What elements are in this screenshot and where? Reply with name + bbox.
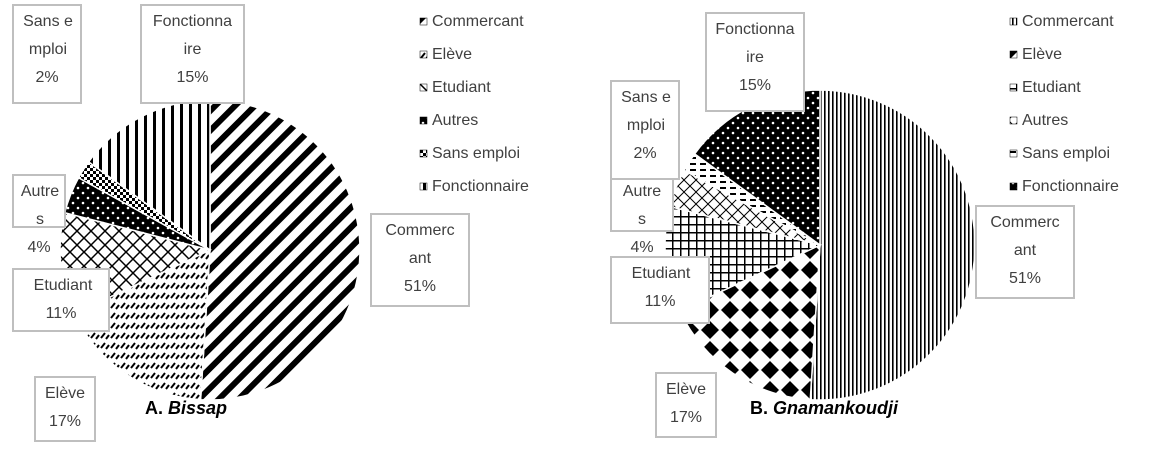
- legend-entry: Autres: [432, 112, 479, 129]
- caption-name: Bissap: [168, 398, 228, 418]
- data-label: Sans emploi 2%: [610, 80, 680, 180]
- label-value: 17%: [48, 413, 82, 430]
- data-label: Elève 17%: [34, 376, 96, 442]
- label-value: 2%: [633, 145, 657, 162]
- pie-slice: [199, 99, 361, 401]
- caption-prefix: A.: [145, 398, 163, 418]
- label-value: 11%: [45, 305, 77, 322]
- legend-swatch: [419, 83, 428, 92]
- data-label: Commercant 51%: [370, 213, 470, 307]
- label-category: Commercant: [385, 222, 455, 267]
- label-value: 4%: [630, 239, 654, 256]
- label-category: Fonctionnaire: [152, 13, 233, 58]
- label-category: Sans emploi: [621, 89, 671, 134]
- data-label: Fonctionnaire 15%: [705, 12, 805, 112]
- caption-name: Gnamankoudji: [773, 398, 899, 418]
- label-category: Sans emploi: [23, 13, 73, 58]
- caption-prefix: B.: [750, 398, 768, 418]
- legend-entry: Fonctionnaire: [1022, 178, 1119, 195]
- label-category: Commercant: [990, 214, 1060, 259]
- legend-swatch: [419, 17, 428, 26]
- legend-entry: Autres: [1022, 112, 1069, 129]
- label-value: 17%: [669, 409, 703, 426]
- legend-swatch: [419, 116, 428, 125]
- label-category: Elève: [44, 385, 86, 402]
- label-value: 2%: [35, 69, 59, 86]
- label-value: 15%: [738, 77, 772, 94]
- data-label: Etudiant 11%: [610, 256, 710, 324]
- legend-swatch: [1009, 116, 1018, 125]
- legend-swatch: [1009, 17, 1018, 26]
- caption: B. Gnamankoudji: [750, 398, 898, 419]
- legend-entry: Etudiant: [1022, 79, 1081, 96]
- legend-entry: Fonctionnaire: [432, 178, 529, 195]
- data-label: Elève 17%: [655, 372, 717, 438]
- label-category: Fonctionnaire: [715, 21, 795, 66]
- data-label: Etudiant 11%: [12, 268, 110, 332]
- legend-entry: Etudiant: [432, 79, 491, 96]
- label-category: Etudiant: [33, 277, 93, 294]
- legend-swatch: [1009, 50, 1018, 59]
- legend-entry: Commercant: [1022, 13, 1114, 30]
- legend-swatch: [1009, 83, 1018, 92]
- legend-entry: Sans emploi: [1022, 145, 1111, 162]
- legend-swatch: [419, 149, 428, 158]
- legend-swatch: [419, 182, 428, 191]
- label-value: 51%: [1008, 270, 1042, 287]
- data-label: Commercant 51%: [975, 205, 1075, 299]
- legend-swatch: [1009, 182, 1018, 191]
- label-value: 4%: [27, 239, 51, 256]
- caption: A. Bissap: [145, 398, 227, 419]
- legend-swatch: [1009, 149, 1018, 158]
- legend-entry: Elève: [1022, 46, 1063, 63]
- label-value: 15%: [176, 69, 209, 86]
- legend-swatch: [419, 50, 428, 59]
- label-category: Elève: [665, 381, 707, 398]
- data-label: Autres 4%: [610, 174, 674, 256]
- legend-entry: Commercant: [432, 13, 524, 30]
- label-value: 11%: [644, 293, 676, 310]
- pie-slice: [809, 89, 976, 401]
- data-label: Sans emploi 2%: [12, 4, 82, 104]
- label-category: Etudiant: [631, 265, 691, 282]
- label-value: 51%: [403, 278, 437, 295]
- legend-entry: Elève: [432, 46, 473, 63]
- data-label: Fonctionnaire 15%: [140, 4, 245, 104]
- data-label: Autres 4%: [12, 174, 66, 256]
- label-category: Autres: [622, 183, 662, 228]
- label-category: Autres: [20, 183, 60, 228]
- legend-entry: Sans emploi: [432, 145, 521, 162]
